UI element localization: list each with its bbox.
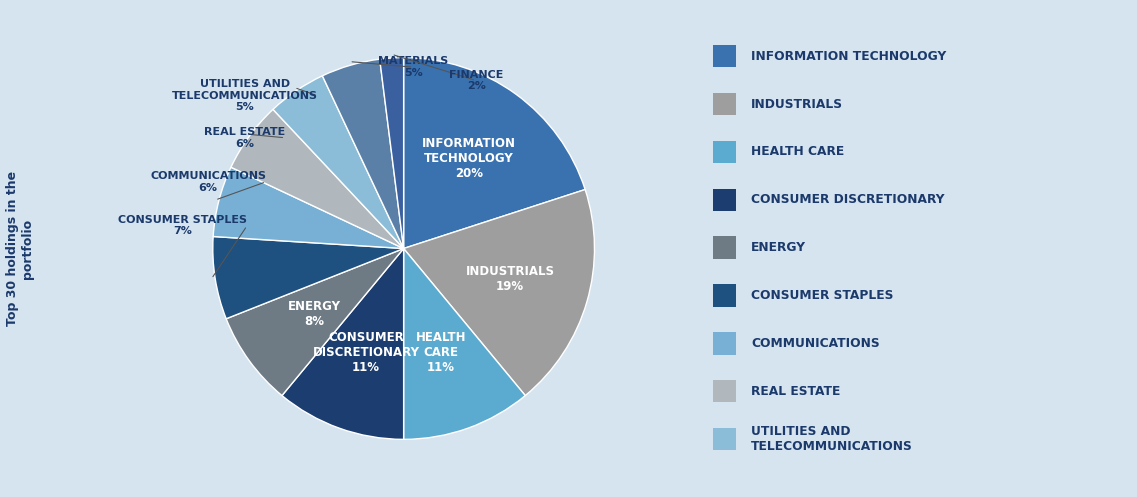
FancyBboxPatch shape	[713, 380, 737, 403]
Wedge shape	[213, 167, 404, 248]
Text: FINANCE
2%: FINANCE 2%	[449, 70, 504, 91]
Text: UTILITIES AND
TELECOMMUNICATIONS: UTILITIES AND TELECOMMUNICATIONS	[752, 425, 913, 453]
Wedge shape	[282, 248, 404, 439]
Text: ENERGY
8%: ENERGY 8%	[288, 300, 341, 328]
FancyBboxPatch shape	[713, 141, 737, 163]
Text: UTILITIES AND
TELECOMMUNICATIONS
5%: UTILITIES AND TELECOMMUNICATIONS 5%	[172, 79, 317, 112]
Wedge shape	[231, 109, 404, 249]
Wedge shape	[404, 248, 525, 439]
FancyBboxPatch shape	[713, 428, 737, 450]
Text: CONSUMER STAPLES
7%: CONSUMER STAPLES 7%	[118, 215, 247, 237]
Text: HEALTH
CARE
11%: HEALTH CARE 11%	[416, 331, 466, 374]
Text: REAL ESTATE
6%: REAL ESTATE 6%	[204, 127, 285, 149]
FancyBboxPatch shape	[713, 188, 737, 211]
Text: MATERIALS
5%: MATERIALS 5%	[377, 56, 448, 78]
Text: COMMUNICATIONS: COMMUNICATIONS	[752, 337, 880, 350]
Wedge shape	[323, 59, 404, 248]
Wedge shape	[380, 58, 404, 248]
FancyBboxPatch shape	[713, 237, 737, 259]
Text: Top 30 holdings in the
portfolio: Top 30 holdings in the portfolio	[7, 171, 34, 326]
FancyBboxPatch shape	[713, 45, 737, 67]
FancyBboxPatch shape	[713, 284, 737, 307]
Text: HEALTH CARE: HEALTH CARE	[752, 146, 845, 159]
Text: INFORMATION TECHNOLOGY: INFORMATION TECHNOLOGY	[752, 50, 946, 63]
Text: CONSUMER
DISCRETIONARY
11%: CONSUMER DISCRETIONARY 11%	[313, 331, 420, 374]
Text: COMMUNICATIONS
6%: COMMUNICATIONS 6%	[150, 171, 266, 192]
Text: INDUSTRIALS: INDUSTRIALS	[752, 97, 844, 110]
Wedge shape	[213, 237, 404, 319]
Text: ENERGY: ENERGY	[752, 241, 806, 254]
Wedge shape	[404, 58, 586, 248]
Text: INFORMATION
TECHNOLOGY
20%: INFORMATION TECHNOLOGY 20%	[422, 138, 516, 180]
FancyBboxPatch shape	[713, 93, 737, 115]
Text: CONSUMER DISCRETIONARY: CONSUMER DISCRETIONARY	[752, 193, 945, 206]
FancyBboxPatch shape	[713, 332, 737, 354]
Wedge shape	[404, 189, 595, 396]
Wedge shape	[226, 248, 404, 396]
Wedge shape	[273, 76, 404, 248]
Text: REAL ESTATE: REAL ESTATE	[752, 385, 840, 398]
Text: INDUSTRIALS
19%: INDUSTRIALS 19%	[465, 265, 555, 293]
Text: CONSUMER STAPLES: CONSUMER STAPLES	[752, 289, 894, 302]
